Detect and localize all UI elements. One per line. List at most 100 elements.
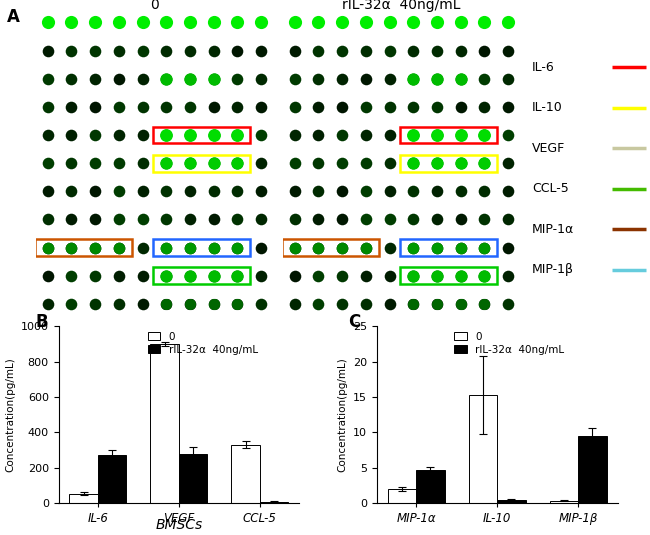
Point [161,131,172,139]
Point [503,46,514,55]
Point [232,243,242,252]
Point [479,159,489,167]
Point [114,18,124,27]
Point [313,215,324,224]
Point [384,300,395,308]
Point [185,300,195,308]
Text: MIP-1β: MIP-1β [532,263,574,276]
Point [185,272,195,280]
Point [42,46,53,55]
Point [209,187,219,196]
Point [384,18,395,27]
Point [408,74,419,83]
Point [185,159,195,167]
Point [432,18,442,27]
Bar [260,502,288,503]
Point [232,215,242,224]
Point [337,103,347,111]
Point [209,215,219,224]
Point [90,187,100,196]
Point [209,300,219,308]
Text: MIP-1α: MIP-1α [532,223,575,235]
Point [90,46,100,55]
Point [66,187,77,196]
Point [313,272,324,280]
Point [256,300,266,308]
Point [408,272,419,280]
Point [185,103,195,111]
Point [408,103,419,111]
Point [185,131,195,139]
Point [408,159,419,167]
Bar [400,297,497,311]
Point [337,159,347,167]
Point [232,272,242,280]
Point [66,300,77,308]
Legend: 0, rIL-32α  40ng/mL: 0, rIL-32α 40ng/mL [148,332,258,355]
Point [408,74,419,83]
Point [432,74,442,83]
Point [42,74,53,83]
Text: C: C [348,313,360,331]
Point [408,131,419,139]
Point [209,74,219,83]
Point [337,215,347,224]
Point [209,131,219,139]
Point [479,103,489,111]
Text: CCL-5: CCL-5 [532,182,569,195]
Point [432,243,442,252]
Text: VEGF: VEGF [532,142,566,155]
Point [114,300,124,308]
Point [209,243,219,252]
Point [384,46,395,55]
Point [42,215,53,224]
Point [289,187,300,196]
Point [361,46,371,55]
Point [289,131,300,139]
Point [313,243,324,252]
Point [161,103,172,111]
Bar [497,500,526,503]
Point [209,159,219,167]
Point [161,187,172,196]
Point [256,243,266,252]
Point [479,187,489,196]
Point [432,272,442,280]
Point [432,46,442,55]
Point [456,300,466,308]
Point [66,243,77,252]
Point [42,131,53,139]
Legend: 0, rIL-32α  40ng/mL: 0, rIL-32α 40ng/mL [454,332,564,355]
Point [90,74,100,83]
Point [456,74,466,83]
Point [66,272,77,280]
Point [361,243,371,252]
Point [337,272,347,280]
Point [503,131,514,139]
Point [161,46,172,55]
Point [503,243,514,252]
Point [432,215,442,224]
Text: IL-10: IL-10 [532,101,563,114]
Point [313,103,324,111]
Point [313,187,324,196]
Point [408,18,419,27]
Point [479,300,489,308]
Point [137,243,148,252]
Point [408,272,419,280]
Point [161,74,172,83]
Point [161,272,172,280]
Point [361,187,371,196]
Point [361,159,371,167]
Point [456,103,466,111]
Point [256,187,266,196]
Point [232,300,242,308]
Point [66,18,77,27]
Point [313,131,324,139]
Point [432,131,442,139]
Point [137,131,148,139]
Point [456,18,466,27]
Point [432,159,442,167]
Point [456,243,466,252]
Text: IL-6: IL-6 [532,61,554,74]
